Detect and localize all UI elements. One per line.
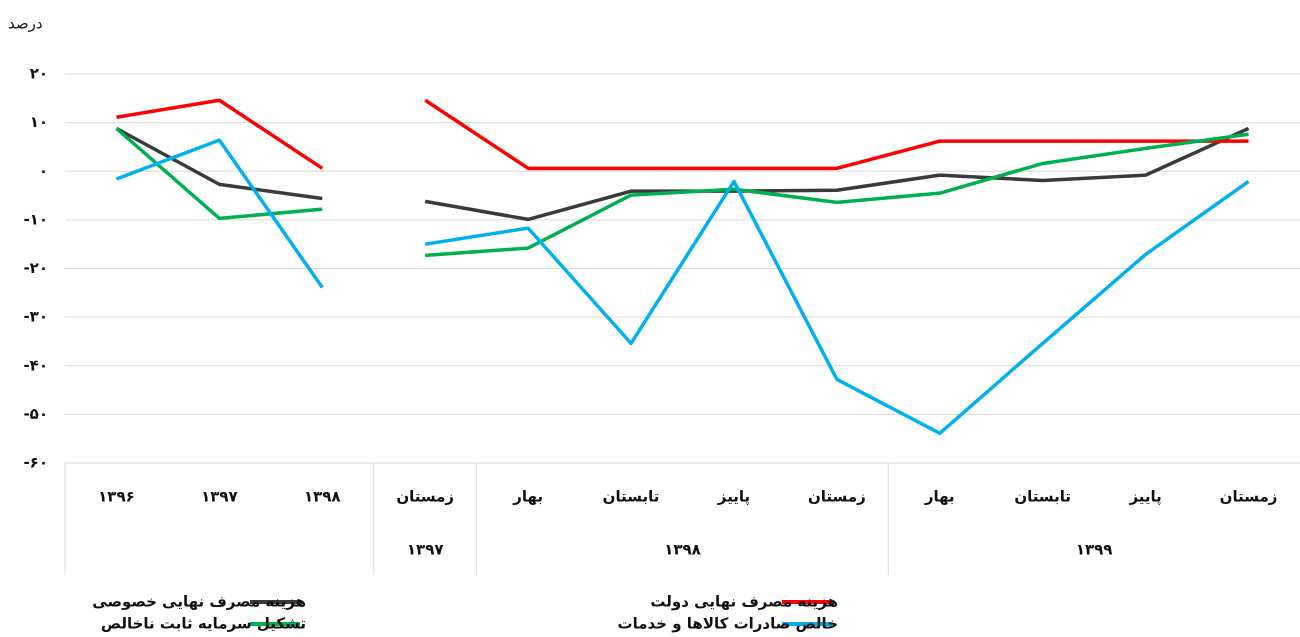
x-tick-label: بهار bbox=[924, 488, 955, 506]
legend-label: هزینه مصرف نهایی دولت bbox=[650, 593, 838, 611]
series-line bbox=[115, 138, 1250, 436]
x-tick-label: بهار bbox=[512, 488, 543, 506]
legend-label: خالص صادرات کالاها و خدمات bbox=[618, 615, 838, 633]
y-tick-label: ۲۰ bbox=[30, 65, 48, 83]
series-line bbox=[116, 98, 1249, 171]
y-tick-label: ۰ bbox=[39, 162, 48, 180]
y-tick-label: -۱۰ bbox=[23, 210, 48, 228]
x-group-label: ۱۳۹۷ bbox=[407, 541, 444, 559]
x-tick-label: زمستان bbox=[396, 488, 454, 506]
x-group-label: ۱۳۹۸ bbox=[664, 541, 701, 559]
x-tick-label: پاییز bbox=[1128, 488, 1161, 507]
y-tick-label: -۳۰ bbox=[23, 308, 48, 326]
y-tick-label: -۲۰ bbox=[23, 259, 48, 277]
y-tick-label: -۴۰ bbox=[23, 356, 48, 374]
x-tick-label: پاییز bbox=[717, 488, 750, 507]
y-tick-label: ۱۰ bbox=[30, 113, 48, 131]
x-tick-label: زمستان bbox=[1220, 488, 1278, 506]
x-tick-label: ۱۳۹۷ bbox=[201, 488, 238, 506]
series-line bbox=[115, 126, 1250, 222]
series-line bbox=[115, 127, 1249, 258]
y-tick-label: -۶۰ bbox=[23, 454, 48, 472]
legend-label: هزینه مصرف نهایی خصوصی bbox=[92, 593, 306, 611]
x-tick-label: زمستان bbox=[808, 488, 866, 506]
x-tick-label: تابستان bbox=[603, 488, 660, 506]
x-tick-label: تابستان bbox=[1014, 488, 1071, 506]
x-tick-label: ۱۳۹۸ bbox=[304, 488, 341, 506]
y-tick-label: -۵۰ bbox=[23, 405, 48, 423]
y-axis-label: درصد bbox=[8, 15, 43, 33]
x-group-label: ۱۳۹۹ bbox=[1076, 541, 1113, 559]
x-tick-label: ۱۳۹۶ bbox=[98, 488, 135, 506]
legend-label: تشکیل سرمایه ثابت ناخالص bbox=[101, 615, 306, 633]
